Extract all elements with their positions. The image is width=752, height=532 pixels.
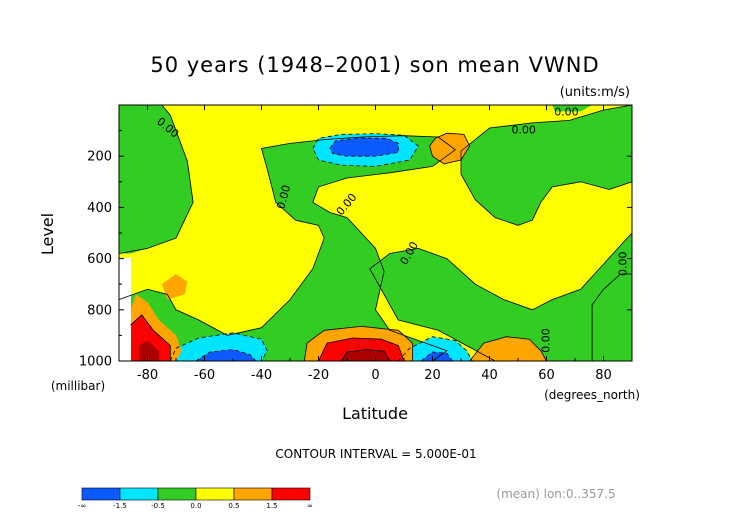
contour-line — [591, 273, 632, 361]
contour-line-negative — [169, 332, 268, 361]
colorbar-swatch — [233, 487, 273, 501]
x-axis-unit: (degrees_north) — [544, 388, 640, 402]
x-tick-label: -60 — [194, 368, 215, 383]
colorbar-swatch — [271, 487, 311, 501]
contour-region-weak-negative — [461, 105, 632, 226]
colorbar-swatch — [195, 487, 235, 501]
contour-label: 0.00 — [274, 184, 293, 211]
colorbar-level-label: 1.5 — [266, 502, 277, 510]
colorbar-level-label: 0.5 — [228, 502, 239, 510]
x-tick-label: 40 — [481, 368, 498, 383]
contour-line — [469, 336, 547, 361]
colorbar-labels: -∞ -1.5 -0.5 0.0 0.5 1.5 ∞ — [78, 502, 313, 510]
contour-region-weak-negative — [552, 105, 593, 112]
contour-region-positive — [161, 274, 188, 300]
contour-line-negative — [398, 336, 473, 361]
colorbar-level-label: 0.0 — [190, 502, 201, 510]
contour-line — [460, 105, 632, 226]
colorbar-swatch — [157, 487, 197, 501]
contour-region-weak-negative — [369, 233, 632, 361]
contour-region-weak-negative — [119, 105, 194, 254]
x-tick-label: 0 — [371, 368, 379, 383]
y-tick-label: 800 — [87, 303, 112, 318]
y-tick-label: 1000 — [79, 355, 112, 370]
contour-line — [369, 232, 632, 361]
x-tick-label: -80 — [137, 368, 158, 383]
contour-line — [130, 314, 171, 361]
units-label: (units:m/s) — [560, 85, 630, 100]
y-tick-label: 200 — [87, 150, 112, 165]
y-axis-title: Level — [38, 213, 57, 255]
x-axis-ticks: -80 -60 -40 -20 0 20 40 60 80 — [118, 105, 633, 383]
x-tick-label: 20 — [424, 368, 441, 383]
contour-region-negative — [398, 336, 473, 361]
contour-field: 0.000.00 0.000.000.000.000.000.00 — [119, 105, 632, 361]
colorbar-swatch — [81, 487, 121, 501]
colorbar-level-label: ∞ — [307, 502, 313, 510]
contour-region-positive — [469, 336, 547, 361]
y-axis-ticks: 200 400 600 800 1000 — [79, 130, 632, 370]
contour-line-negative — [312, 133, 419, 167]
contour-line — [340, 349, 391, 361]
x-tick-label: 80 — [595, 368, 612, 383]
contour-line — [318, 337, 405, 361]
y-tick-label: 400 — [87, 201, 112, 216]
y-tick-label: 600 — [87, 252, 112, 267]
x-tick-label: -40 — [251, 368, 272, 383]
x-axis-title: Latitude — [342, 404, 408, 423]
contour-region-weak-negative — [119, 105, 142, 112]
colorbar-level-label: -∞ — [78, 502, 86, 510]
contour-label: 0.00 — [540, 328, 553, 353]
y-axis-unit: (millibar) — [51, 379, 105, 393]
contour-line — [429, 132, 471, 165]
contour-region-weak-negative — [592, 274, 632, 361]
contour-region-strong-negative — [421, 352, 453, 361]
contour-line-negative — [329, 137, 399, 157]
colorbar-level-label: -1.5 — [113, 502, 127, 510]
contour-label: 0.00 — [616, 251, 629, 276]
contour-regions — [119, 105, 632, 361]
chart-title: 50 years (1948–2001) son mean VWND — [150, 53, 599, 77]
contour-region-strong-negative — [329, 137, 399, 157]
contour-region-positive — [429, 133, 470, 164]
mean-longitude-note: (mean) lon:0..357.5 — [496, 487, 615, 501]
contour-line-negative — [420, 351, 453, 361]
contour-line — [119, 135, 456, 361]
x-tick-label: 60 — [538, 368, 555, 383]
contour-region-dark-red — [341, 349, 390, 361]
x-tick-label: -20 — [308, 368, 329, 383]
contour-region-weak-negative — [623, 143, 632, 164]
contour-line — [303, 325, 413, 361]
contour-region-strong-negative — [195, 349, 256, 361]
contour-line — [119, 105, 194, 254]
colorbar-swatch — [119, 487, 159, 501]
colorbar-level-label: -0.5 — [151, 502, 165, 510]
colorbar — [81, 487, 311, 501]
contour-interval-label: CONTOUR INTERVAL = 5.000E-01 — [275, 447, 476, 461]
contour-lines — [119, 105, 632, 361]
contour-label: 0.00 — [511, 124, 536, 137]
contour-label: 0.00 — [554, 106, 579, 119]
contour-region-dark-red — [138, 340, 159, 361]
contour-region-weak-negative — [119, 135, 456, 361]
